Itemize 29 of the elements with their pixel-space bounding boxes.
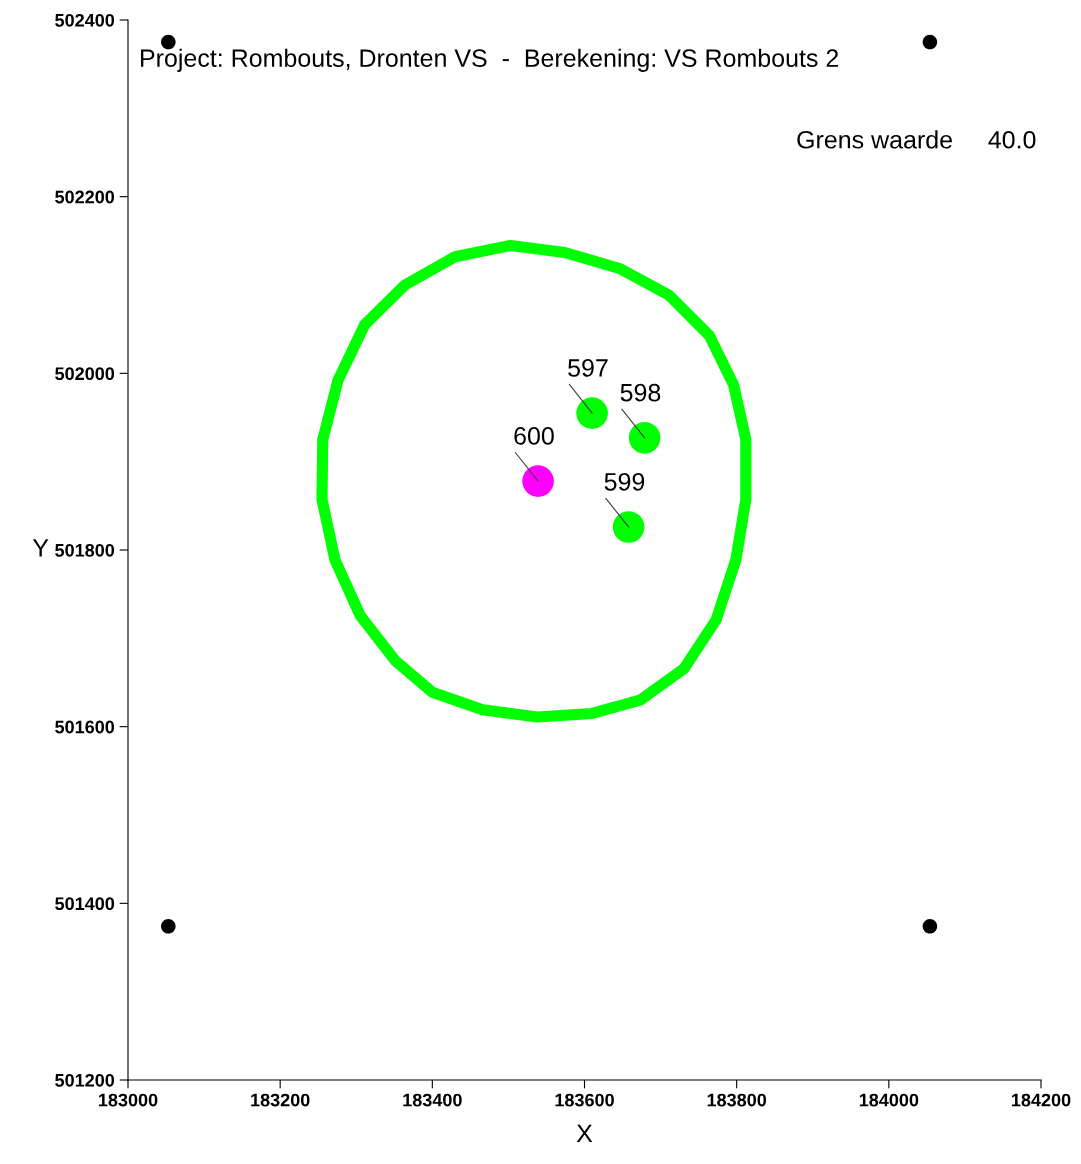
y-tick-label: 502200	[55, 190, 115, 204]
y-tick-label: 501200	[55, 1073, 115, 1087]
text: Project: Rombouts, Dronten VS - Berekening: VS Rombouts 2	[141, 48, 839, 72]
y-tick-label: 502000	[55, 367, 115, 381]
annotation: 599	[604, 472, 645, 491]
annotation: 600	[514, 427, 554, 445]
y-tick-label: 501800	[55, 543, 115, 557]
y-tick-label: 501600	[55, 720, 115, 734]
annotation: Grens waarde 40.0	[797, 130, 1036, 149]
point	[576, 397, 608, 429]
point	[922, 919, 938, 934]
x-tick-label: 183000	[99, 1093, 158, 1107]
x-tick-label: 184200	[1012, 1093, 1071, 1107]
point	[612, 511, 645, 543]
x-tick-label: 183600	[555, 1093, 614, 1107]
point	[922, 34, 938, 50]
x-tick-label: 183800	[707, 1093, 767, 1107]
y-axis-title: Y	[32, 539, 49, 557]
x-tick-label: 183400	[403, 1093, 462, 1107]
y-tick-label: 502400	[55, 13, 115, 27]
x-axis-title: X	[576, 1124, 593, 1143]
annotation: 597	[568, 359, 608, 377]
x-tick-label: 183200	[251, 1093, 310, 1107]
point	[161, 919, 176, 934]
point	[628, 421, 661, 454]
y-tick-label: 501400	[55, 897, 115, 911]
annotation: 598	[620, 383, 661, 402]
point	[522, 465, 554, 497]
x-tick-label: 184000	[859, 1093, 919, 1107]
